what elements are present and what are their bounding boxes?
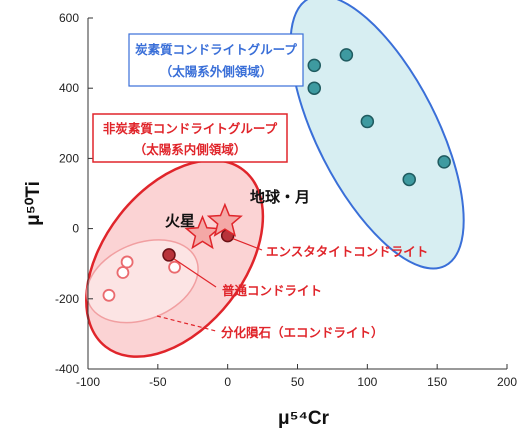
earth-moon-star-marker (206, 202, 243, 237)
non-carbonaceous-group-title: 非炭素質コンドライトグループ (103, 121, 278, 136)
carbonaceous-chondrite-point (437, 155, 451, 169)
outer-solar-system-region (289, 0, 465, 270)
y-tick-label: 200 (59, 151, 79, 165)
carbonaceous-group-label-box (128, 33, 304, 87)
y-tick-label: 0 (72, 222, 79, 236)
y-tick-label: -400 (55, 362, 79, 376)
carbonaceous-chondrite-point (307, 81, 322, 95)
achondrite-callout-line (156, 315, 217, 332)
x-tick-label: 0 (224, 375, 231, 389)
x-tick-label: 150 (427, 375, 447, 389)
enstatite-callout-line (232, 238, 263, 251)
mars-star-marker (184, 214, 221, 250)
ordinary-chondrite-point (162, 248, 176, 262)
y-tick-label: 600 (59, 11, 79, 25)
non-carbonaceous-group-subtitle: （太陽系内側領域） (134, 142, 247, 157)
x-tick-label: 50 (291, 375, 305, 389)
carbonaceous-chondrite-point (360, 114, 375, 129)
carbonaceous-chondrite-point (339, 48, 354, 62)
x-tick-label: 100 (357, 375, 377, 389)
carbonaceous-group-title: 炭素質コンドライトグループ (135, 42, 297, 57)
achondrite-point (168, 260, 181, 274)
carbonaceous-group-subtitle: （太陽系外側領域） (160, 64, 273, 79)
y-tick-label: 400 (59, 81, 79, 95)
carbonaceous-chondrite-point (307, 58, 322, 73)
achondrite-point (102, 288, 116, 302)
achondrite-label: 分化隕石（エコンドライト） (221, 325, 384, 340)
achondrite-point (120, 255, 134, 269)
x-tick-label: -50 (149, 375, 167, 389)
x-axis-title: μ⁵⁴Cr (278, 408, 330, 429)
earth-moon-label: 地球・月 (250, 188, 310, 206)
ordinary-chondrite-label: 普通コンドライト (222, 283, 322, 298)
y-axis-title: μ⁵⁰Ti (23, 181, 44, 226)
x-tick-label: 200 (497, 375, 517, 389)
ordinary-callout-line (173, 258, 217, 288)
mars-label: 火星 (165, 212, 195, 230)
carbonaceous-chondrite-point (402, 172, 416, 187)
y-tick-label: -200 (55, 292, 79, 306)
x-tick-label: -100 (76, 375, 100, 389)
achondrite-point (116, 266, 130, 279)
non-carbonaceous-group-label-box (92, 113, 288, 163)
enstatite-chondrite-label: エンスタタイトコンドライト (266, 244, 428, 259)
